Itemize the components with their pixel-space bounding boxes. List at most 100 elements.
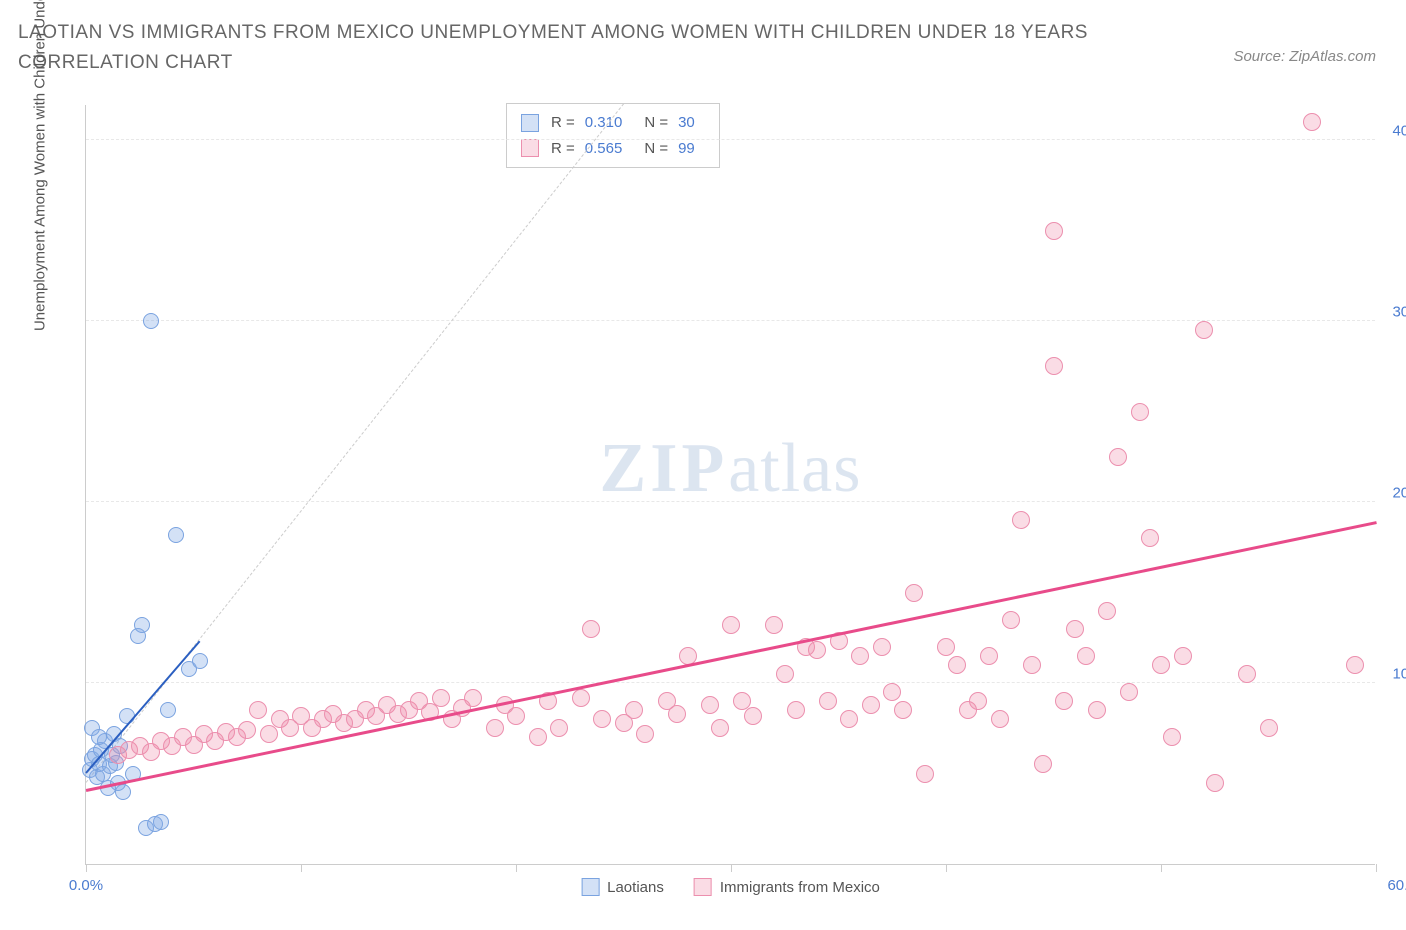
data-point xyxy=(787,701,805,719)
chart-container: Unemployment Among Women with Children U… xyxy=(50,105,1390,905)
data-point xyxy=(636,725,654,743)
data-point xyxy=(143,313,159,329)
data-point xyxy=(991,710,1009,728)
data-point xyxy=(1141,529,1159,547)
x-tick xyxy=(946,864,947,872)
data-point xyxy=(722,616,740,634)
data-point xyxy=(701,696,719,714)
data-point xyxy=(668,705,686,723)
data-point xyxy=(980,647,998,665)
data-point xyxy=(432,689,450,707)
grid-line xyxy=(86,139,1375,140)
data-point xyxy=(1206,774,1224,792)
data-point xyxy=(507,707,525,725)
data-point xyxy=(711,719,729,737)
x-tick xyxy=(301,864,302,872)
n-val-1: 30 xyxy=(678,110,695,136)
watermark-atlas: atlas xyxy=(728,430,861,507)
data-point xyxy=(776,665,794,683)
x-tick-label-right: 60.0% xyxy=(1387,877,1406,894)
data-point xyxy=(1055,692,1073,710)
data-point xyxy=(862,696,880,714)
data-point xyxy=(1238,665,1256,683)
data-point xyxy=(1260,719,1278,737)
r-label: R = xyxy=(551,110,575,136)
x-tick xyxy=(1376,864,1377,872)
legend-item-2: Immigrants from Mexico xyxy=(694,878,880,896)
data-point xyxy=(134,617,150,633)
watermark: ZIPatlas xyxy=(600,429,862,509)
x-tick xyxy=(731,864,732,872)
data-point xyxy=(1163,728,1181,746)
x-tick xyxy=(1161,864,1162,872)
data-point xyxy=(873,638,891,656)
y-tick-label: 20.0% xyxy=(1392,485,1406,502)
bottom-legend: Laotians Immigrants from Mexico xyxy=(581,878,880,896)
x-tick-label: 0.0% xyxy=(69,877,103,894)
data-point xyxy=(808,641,826,659)
data-point xyxy=(1174,647,1192,665)
data-point xyxy=(572,689,590,707)
source-label: Source: ZipAtlas.com xyxy=(1233,18,1376,65)
y-tick-label: 10.0% xyxy=(1392,666,1406,683)
legend-swatch-2 xyxy=(521,139,539,157)
data-point xyxy=(1002,611,1020,629)
data-point xyxy=(851,647,869,665)
data-point xyxy=(153,814,169,830)
data-point xyxy=(1303,113,1321,131)
data-point xyxy=(1152,656,1170,674)
chart-title: LAOTIAN VS IMMIGRANTS FROM MEXICO UNEMPL… xyxy=(18,18,1168,79)
data-point xyxy=(905,584,923,602)
data-point xyxy=(1077,647,1095,665)
data-point xyxy=(238,721,256,739)
y-tick-label: 40.0% xyxy=(1392,123,1406,140)
data-point xyxy=(168,527,184,543)
data-point xyxy=(1120,683,1138,701)
data-point xyxy=(464,689,482,707)
legend-swatch-b1 xyxy=(581,878,599,896)
data-point xyxy=(1012,511,1030,529)
data-point xyxy=(160,702,176,718)
data-point xyxy=(1045,357,1063,375)
data-point xyxy=(1195,321,1213,339)
n-label: N = xyxy=(644,110,668,136)
data-point xyxy=(486,719,504,737)
watermark-zip: ZIP xyxy=(600,430,729,507)
data-point xyxy=(937,638,955,656)
data-point xyxy=(744,707,762,725)
data-point xyxy=(840,710,858,728)
grid-line xyxy=(86,320,1375,321)
data-point xyxy=(1045,222,1063,240)
data-point xyxy=(192,653,208,669)
data-point xyxy=(819,692,837,710)
x-tick xyxy=(86,864,87,872)
data-point xyxy=(894,701,912,719)
data-point xyxy=(582,620,600,638)
grid-line xyxy=(86,501,1375,502)
data-point xyxy=(1131,403,1149,421)
legend-label-2: Immigrants from Mexico xyxy=(720,879,880,896)
y-axis-label: Unemployment Among Women with Children U… xyxy=(32,0,49,331)
data-point xyxy=(1098,602,1116,620)
legend-swatch-1 xyxy=(521,114,539,132)
data-point xyxy=(916,765,934,783)
data-point xyxy=(249,701,267,719)
stats-box: R = 0.310 N = 30 R = 0.565 N = 99 xyxy=(506,103,720,168)
data-point xyxy=(1034,755,1052,773)
data-point xyxy=(625,701,643,719)
data-point xyxy=(883,683,901,701)
data-point xyxy=(948,656,966,674)
legend-label-1: Laotians xyxy=(607,879,664,896)
legend-item-1: Laotians xyxy=(581,878,664,896)
data-point xyxy=(115,784,131,800)
legend-swatch-b2 xyxy=(694,878,712,896)
x-tick xyxy=(516,864,517,872)
data-point xyxy=(593,710,611,728)
grid-line xyxy=(86,682,1375,683)
plot-area: ZIPatlas R = 0.310 N = 30 R = 0.565 N = … xyxy=(85,105,1375,865)
data-point xyxy=(91,729,107,745)
y-tick-label: 30.0% xyxy=(1392,304,1406,321)
data-point xyxy=(969,692,987,710)
r-val-1: 0.310 xyxy=(585,110,623,136)
data-point xyxy=(1088,701,1106,719)
